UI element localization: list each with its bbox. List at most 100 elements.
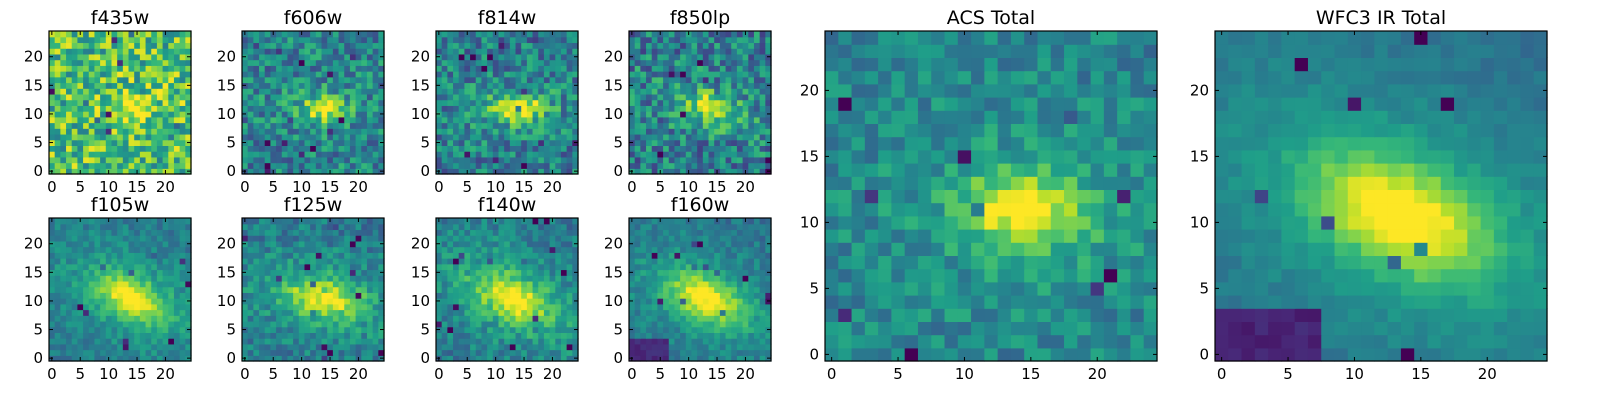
heatmap-cell	[338, 326, 345, 333]
heatmap-cell	[719, 338, 727, 345]
heatmap-cell	[122, 240, 130, 248]
heatmap-cell	[668, 133, 676, 141]
heatmap-cell	[242, 99, 249, 106]
heatmap-cell	[685, 151, 693, 158]
heatmap-cell	[646, 338, 653, 345]
y-tick-label: 10	[217, 292, 236, 310]
heatmap-cell	[247, 122, 254, 129]
heatmap-cell	[487, 240, 494, 248]
heatmap-cell	[349, 168, 357, 175]
heatmap-cell	[549, 286, 556, 293]
heatmap-cell	[179, 128, 186, 135]
heatmap-cell	[464, 53, 471, 61]
heatmap-cell	[327, 99, 334, 106]
axes-frame	[241, 30, 385, 175]
heatmap-cell	[646, 343, 653, 351]
heatmap-cell	[504, 128, 511, 135]
heatmap-cell	[66, 162, 73, 169]
heatmap-cell	[134, 122, 141, 129]
heatmap-cell	[498, 36, 505, 44]
heatmap-cell	[100, 240, 107, 248]
heatmap-cell	[117, 53, 124, 61]
heatmap-cell	[378, 338, 385, 345]
heatmap-cell	[304, 269, 311, 276]
heatmap-cell	[122, 93, 130, 101]
heatmap-cell	[242, 36, 249, 44]
heatmap-cell	[526, 332, 534, 339]
heatmap-cell	[270, 240, 277, 248]
heatmap-cell	[668, 36, 676, 44]
heatmap-cell	[532, 59, 539, 66]
heatmap-cell	[538, 235, 545, 242]
heatmap-cell	[253, 88, 260, 95]
heatmap-cell	[572, 36, 579, 44]
heatmap-cell	[117, 252, 124, 259]
heatmap-cell	[526, 93, 534, 101]
heatmap-cell	[310, 128, 317, 135]
heatmap-cell	[725, 116, 732, 124]
heatmap-cell	[321, 286, 328, 293]
heatmap-cell	[66, 139, 73, 146]
heatmap-cell	[332, 145, 340, 152]
heatmap-cell	[88, 235, 96, 242]
heatmap-cell	[458, 263, 465, 271]
heatmap-cell	[156, 71, 164, 78]
heatmap-cell	[338, 93, 345, 101]
heatmap-cell	[674, 349, 681, 356]
heatmap-cell	[122, 122, 130, 129]
heatmap-cell	[173, 252, 181, 259]
heatmap-cell	[691, 82, 698, 89]
heatmap-cell	[111, 133, 118, 141]
heatmap-cell	[378, 36, 385, 44]
heatmap-cell	[122, 343, 130, 351]
heatmap-cell	[338, 355, 345, 362]
heatmap-cell	[509, 122, 517, 129]
heatmap-cell	[753, 145, 761, 152]
heatmap-cell	[640, 292, 647, 299]
heatmap-cell	[543, 229, 551, 236]
heatmap-cell	[447, 53, 454, 61]
heatmap-cell	[685, 133, 693, 141]
heatmap-cell	[185, 48, 192, 55]
heatmap-cell	[378, 218, 385, 225]
heatmap-cell	[765, 275, 772, 282]
heatmap-cell	[509, 332, 517, 339]
heatmap-cell	[355, 111, 362, 118]
heatmap-cell	[646, 93, 653, 101]
heatmap-cell	[651, 93, 658, 101]
heatmap-cell	[549, 82, 556, 89]
heatmap-cell	[691, 338, 698, 345]
heatmap-cell	[304, 48, 311, 55]
heatmap-cell	[543, 76, 551, 84]
heatmap-cell	[156, 105, 164, 112]
heatmap-cell	[151, 326, 158, 333]
heatmap-cell	[753, 42, 761, 49]
heatmap-cell	[60, 246, 67, 253]
heatmap-cell	[447, 298, 454, 305]
heatmap-cell	[145, 320, 152, 328]
heatmap-cell	[179, 309, 186, 316]
heatmap-cell	[156, 235, 164, 242]
heatmap-cell	[759, 105, 766, 112]
heatmap-cell	[685, 145, 693, 152]
heatmap-cell	[145, 122, 152, 129]
heatmap-cell	[492, 246, 500, 253]
heatmap-cell	[481, 168, 488, 175]
heatmap-cell	[458, 36, 465, 44]
heatmap-cell	[464, 229, 471, 236]
heatmap-cell	[526, 246, 534, 253]
heatmap-cell	[731, 292, 738, 299]
heatmap-cell	[366, 151, 374, 158]
heatmap-cell	[458, 99, 465, 106]
heatmap-cell	[572, 338, 579, 345]
heatmap-cell	[668, 303, 676, 311]
heatmap-cell	[458, 286, 465, 293]
heatmap-cell	[100, 42, 107, 49]
heatmap-cell	[139, 76, 147, 84]
heatmap-cell	[304, 99, 311, 106]
heatmap-cell	[344, 128, 351, 135]
heatmap-cell	[366, 128, 374, 135]
heatmap-cell	[657, 105, 664, 112]
heatmap-cell	[88, 275, 96, 282]
